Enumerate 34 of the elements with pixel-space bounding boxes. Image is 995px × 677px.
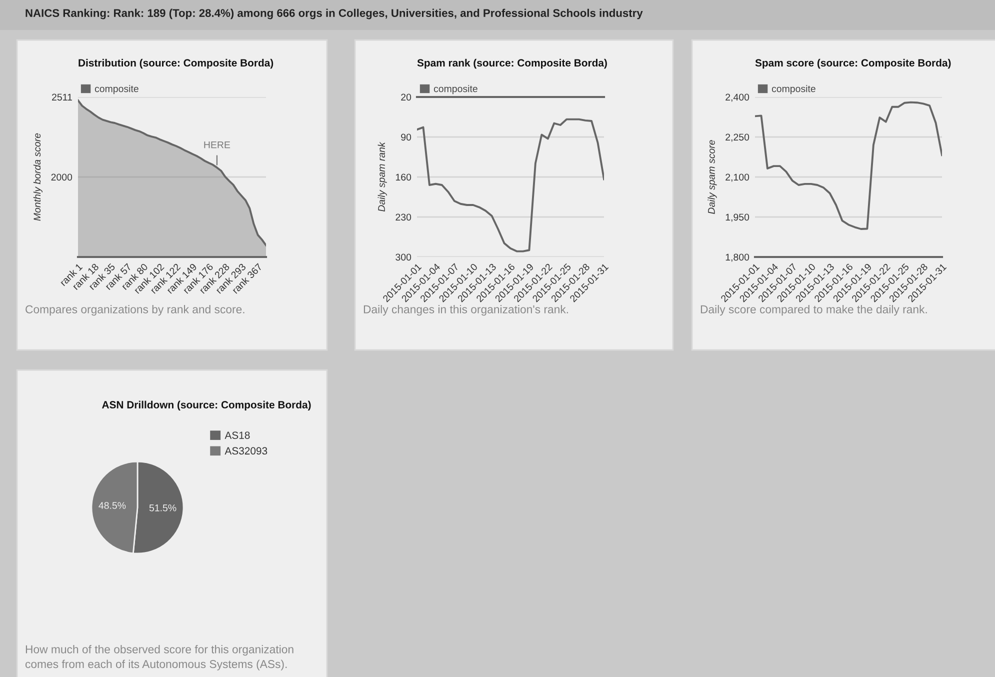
chart-title: Spam score (source: Composite Borda)	[755, 58, 951, 69]
y-tick-label: 1,950	[726, 214, 750, 222]
y-tick-label: 300	[396, 254, 412, 261]
legend-label: composite	[94, 85, 138, 94]
text: Compares organizations by rank and score.	[26, 305, 244, 316]
y-tick-label: 90	[401, 134, 412, 141]
legend-label: AS32093	[224, 447, 268, 455]
chart-title: ASN Drilldown (source: Composite Borda)	[102, 400, 311, 410]
chart-title: Distribution (source: Composite Borda)	[78, 58, 274, 69]
text: How much of the observed score for this organization comes from each of its Autonomous Systems (ASs).	[25, 645, 294, 670]
y-tick-label: 1,800	[726, 254, 750, 262]
y-axis-title: Daily spam rank	[378, 142, 387, 212]
text: NAICS Ranking: Rank: 189 (Top: 28.4%) among 666 orgs in Colleges, Universities, and Professional Schools industry	[26, 8, 643, 20]
data-label: 48.5%	[98, 502, 126, 509]
legend-label: AS18	[224, 432, 250, 439]
annotation: HERE	[204, 141, 230, 148]
text: Daily score compared to make the daily rank.	[700, 305, 927, 316]
y-tick-label: 160	[396, 174, 412, 181]
y-tick-label: 2,250	[726, 134, 750, 142]
y-tick-label: 20	[401, 94, 412, 101]
line-series	[417, 118, 604, 252]
legend-label: composite	[772, 85, 816, 94]
y-tick-label: 2,100	[726, 174, 750, 182]
chart-title: Spam rank (source: Composite Borda)	[417, 58, 607, 69]
y-axis-title: Monthly borda score	[33, 133, 42, 221]
legend-label: composite	[434, 85, 478, 94]
y-tick-label: 2511	[52, 94, 72, 101]
y-tick-label: 230	[396, 214, 412, 221]
y-axis-title: Daily spam score	[708, 140, 717, 214]
line-series	[755, 101, 942, 230]
data-label: 51.5%	[149, 504, 176, 512]
y-tick-label: 2,400	[726, 94, 750, 102]
text: Daily changes in this organization's rank.	[364, 305, 568, 316]
y-tick-label: 2000	[51, 174, 72, 181]
